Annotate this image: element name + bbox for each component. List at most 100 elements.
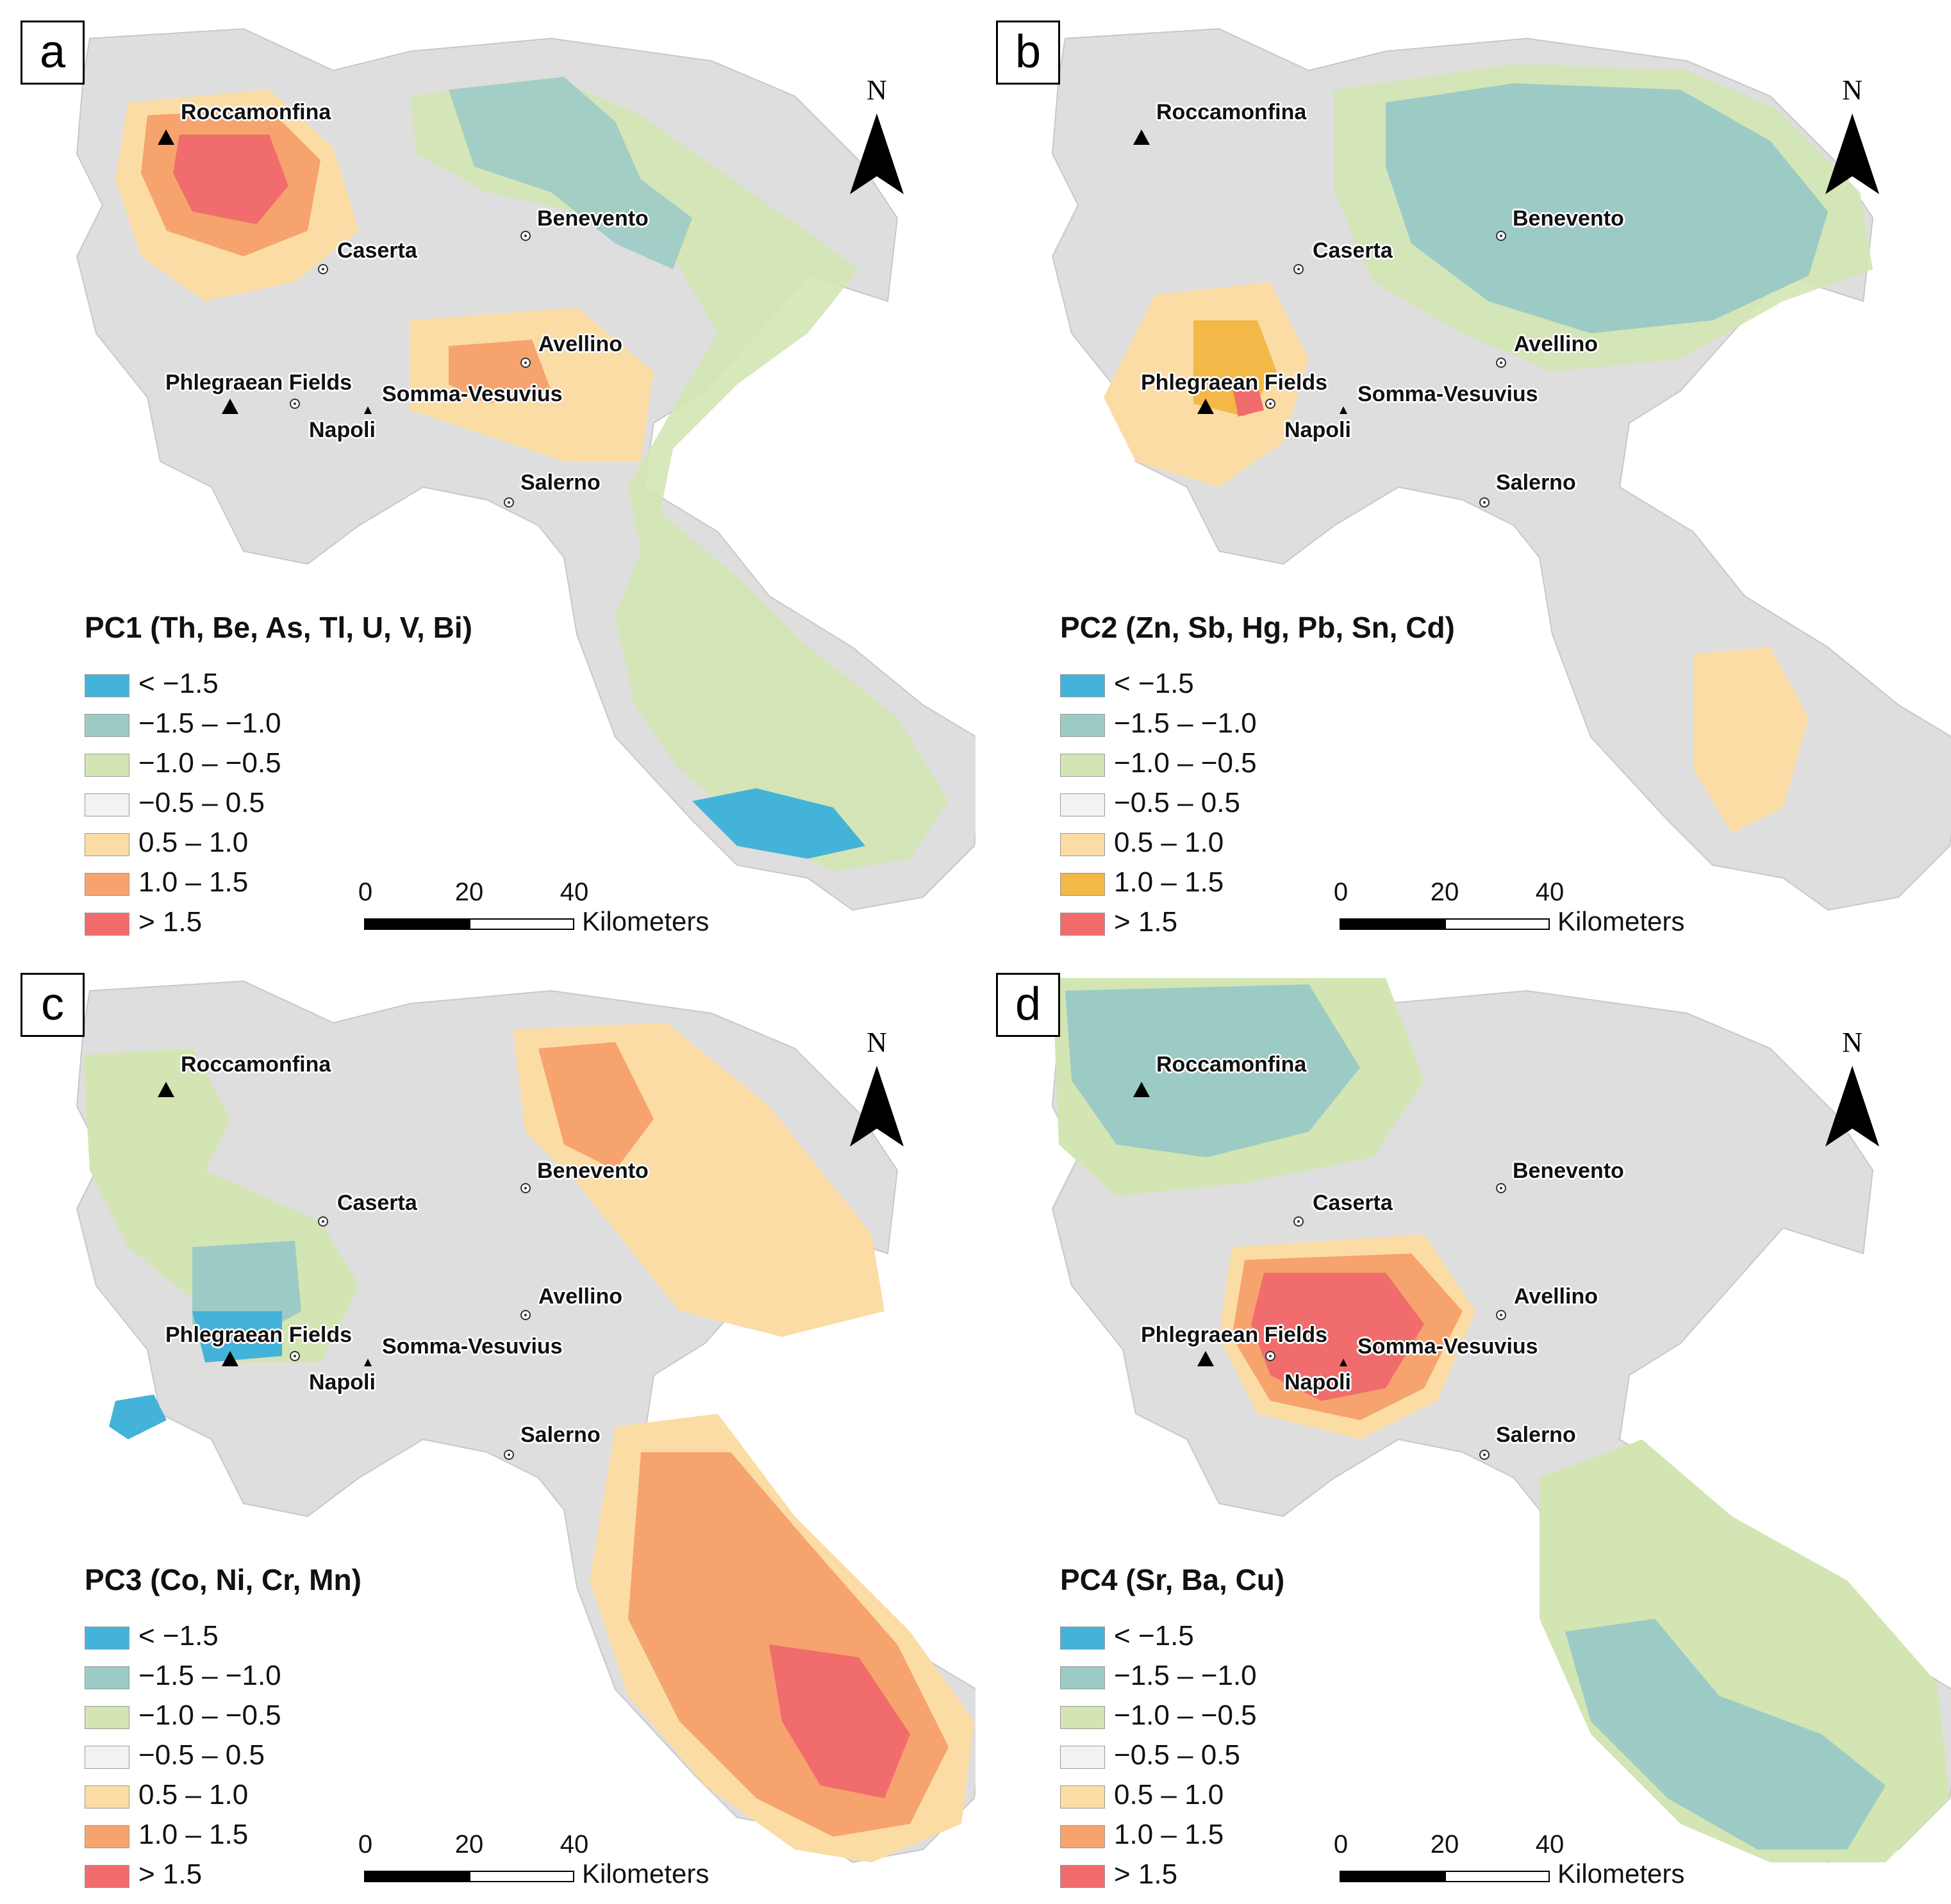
place-label-salerno: Salerno [520, 1423, 601, 1447]
panel-d: d N Roccamonfina Caserta Benevento Avell… [976, 952, 1951, 1904]
map-pc2 [1051, 28, 1951, 911]
scale-segment-black [1340, 918, 1445, 930]
zone-orange [538, 1042, 654, 1170]
legend-swatch [85, 1746, 129, 1769]
legend-label: 1.0 – 1.5 [1114, 1819, 1224, 1850]
legend-label: > 1.5 [138, 906, 203, 938]
city-marker [290, 1351, 300, 1361]
place-label-roccamonfina: Roccamonfina [181, 100, 331, 124]
city-marker [504, 497, 514, 508]
legend-label: < −1.5 [1114, 668, 1194, 699]
place-label-avellino: Avellino [538, 332, 622, 356]
panel-letter: d [996, 973, 1060, 1037]
volcano-marker [1197, 1351, 1214, 1366]
legend-swatch [1060, 1865, 1105, 1888]
zone-teal [1386, 83, 1828, 333]
legend-swatch [85, 1666, 129, 1689]
place-label-phlegraean: Phlegraean Fields [1141, 1323, 1327, 1347]
scale-segment-white [469, 1871, 574, 1882]
legend-label: 0.5 – 1.0 [1114, 827, 1224, 858]
legend-swatch [1060, 873, 1105, 896]
panel-c: c N Roccamonfina Caserta Benevento Avell… [0, 952, 976, 1904]
legend-swatch [85, 1825, 129, 1848]
legend-label: 1.0 – 1.5 [1114, 866, 1224, 898]
scale-tick: 20 [454, 878, 484, 906]
north-arrow: N [845, 74, 909, 215]
volcano-marker [1197, 399, 1214, 414]
legend-swatch [1060, 1746, 1105, 1769]
place-label-vesuvius: Somma-Vesuvius [1357, 1334, 1538, 1359]
legend-swatch [1060, 754, 1105, 777]
legend-swatch [1060, 793, 1105, 816]
city-marker [504, 1450, 514, 1460]
zone-red [1251, 1273, 1424, 1401]
city-marker [1479, 497, 1490, 508]
legend-swatch [1060, 833, 1105, 856]
volcano-marker [1133, 129, 1150, 145]
volcano-marker [158, 129, 174, 145]
city-marker [520, 358, 531, 368]
place-label-vesuvius: Somma-Vesuvius [1357, 382, 1538, 406]
scale-tick: 20 [454, 1830, 484, 1858]
place-label-phlegraean: Phlegraean Fields [165, 1323, 352, 1347]
place-label-vesuvius: Somma-Vesuvius [382, 1334, 563, 1359]
scale-bar: 0 20 40 Kilometers [1334, 1830, 1724, 1901]
panel-letter: c [21, 973, 85, 1037]
city-marker [520, 1310, 531, 1320]
legend-label: > 1.5 [1114, 906, 1178, 938]
zone-island-blue [109, 1395, 167, 1439]
scale-tick: 0 [1333, 878, 1349, 906]
city-marker [1496, 1310, 1506, 1320]
place-label-napoli: Napoli [1284, 418, 1351, 442]
north-arrow: N [1820, 1026, 1884, 1167]
panel-letter: a [21, 21, 85, 85]
north-label: N [1842, 74, 1863, 106]
legend-swatch [1060, 1666, 1105, 1689]
map-pc4 [1051, 978, 1951, 1864]
map-pc1 [76, 28, 976, 911]
legend-label: −1.0 – −0.5 [1114, 1700, 1257, 1731]
legend-swatch [85, 674, 129, 697]
place-label-caserta: Caserta [1313, 238, 1393, 263]
place-label-benevento: Benevento [1513, 1159, 1624, 1183]
scale-tick: 20 [1430, 1830, 1459, 1858]
city-marker [1496, 1183, 1506, 1193]
legend-title: PC2 (Zn, Sb, Hg, Pb, Sn, Cd) [1060, 611, 1455, 644]
legend-label: > 1.5 [138, 1858, 203, 1890]
legend-swatch [85, 913, 129, 936]
zone-south-teal [1565, 1619, 1886, 1850]
legend-label: −1.0 – −0.5 [138, 747, 281, 779]
north-arrow-icon [1825, 113, 1879, 194]
place-label-caserta: Caserta [1313, 1191, 1393, 1215]
volcano-marker [158, 1082, 174, 1097]
city-marker [290, 399, 300, 409]
legend-label: −1.5 – −1.0 [138, 1660, 281, 1691]
place-label-benevento: Benevento [537, 206, 649, 231]
panel-letter: b [996, 21, 1060, 85]
volcano-marker [364, 406, 372, 414]
north-arrow: N [845, 1026, 909, 1167]
place-label-avellino: Avellino [1514, 332, 1598, 356]
zone-teal [1065, 984, 1360, 1157]
zone-south-orange [1693, 647, 1809, 833]
scale-tick: 20 [1430, 878, 1459, 906]
legend-label: 1.0 – 1.5 [138, 866, 249, 898]
zone-red [173, 135, 288, 224]
legend-label: −1.0 – −0.5 [1114, 747, 1257, 779]
place-label-phlegraean: Phlegraean Fields [165, 370, 352, 395]
city-marker [1293, 264, 1304, 274]
legend-label: −1.5 – −1.0 [1114, 1660, 1257, 1691]
scale-segment-white [1445, 1871, 1550, 1882]
legend-swatch [85, 1865, 129, 1888]
city-marker [1265, 399, 1275, 409]
city-marker [520, 231, 531, 241]
place-label-salerno: Salerno [1496, 1423, 1576, 1447]
zone-south-red [769, 1644, 910, 1798]
zone-red [1232, 385, 1264, 417]
city-marker [1293, 1216, 1304, 1227]
north-label: N [867, 74, 887, 106]
volcano-marker [1340, 1359, 1347, 1366]
legend-label: −1.5 – −1.0 [1114, 708, 1257, 739]
legend-swatch [1060, 913, 1105, 936]
scale-segment-white [1445, 918, 1550, 930]
